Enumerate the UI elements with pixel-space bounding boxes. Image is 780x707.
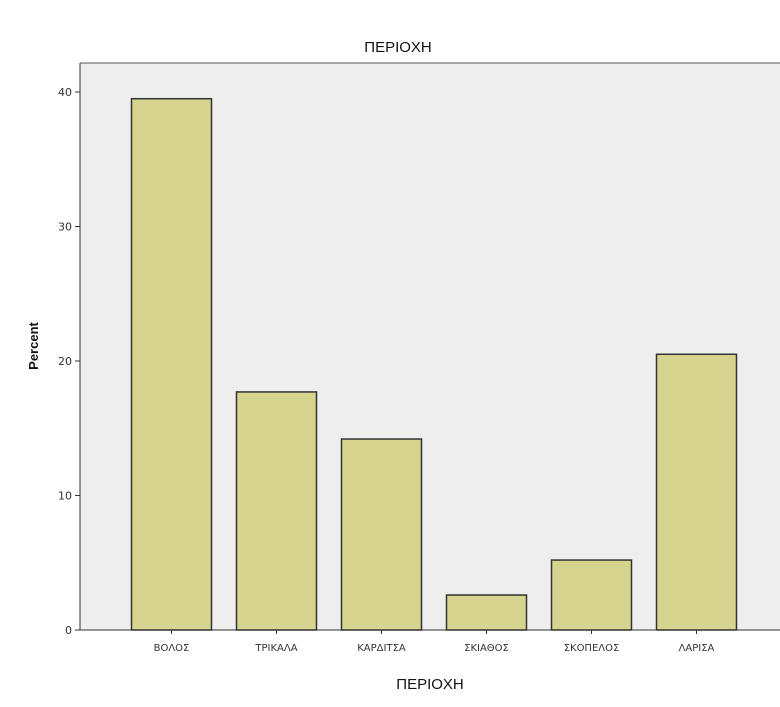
x-tick-label: ΣΚΙΑΘΟΣ	[464, 643, 509, 654]
y-axis-title: Percent	[26, 321, 41, 369]
y-tick-label: 0	[65, 624, 72, 637]
x-tick-label: ΛΑΡΙΣΑ	[679, 643, 715, 654]
x-tick-label: ΣΚΟΠΕΛΟΣ	[564, 643, 620, 654]
x-tick-label: ΤΡΙΚΑΛΑ	[254, 643, 297, 654]
x-tick-label: ΚΑΡΔΙΤΣΑ	[357, 643, 406, 654]
y-tick-label: 30	[58, 221, 72, 234]
bar-3	[340, 438, 423, 631]
bar-6	[655, 353, 738, 631]
bar-4	[445, 594, 528, 631]
x-axis-title: ΠΕΡΙΟΧΗ	[396, 676, 464, 693]
x-tick-label: ΒΟΛΟΣ	[154, 643, 190, 654]
bar-2	[235, 391, 318, 631]
y-tick-label: 20	[58, 355, 72, 368]
chart-title: ΠΕΡΙΟΧΗ	[364, 39, 432, 56]
y-tick-label: 10	[58, 490, 72, 503]
y-tick-label: 40	[58, 86, 72, 99]
bar-1	[130, 97, 213, 631]
bar-5	[550, 559, 633, 631]
